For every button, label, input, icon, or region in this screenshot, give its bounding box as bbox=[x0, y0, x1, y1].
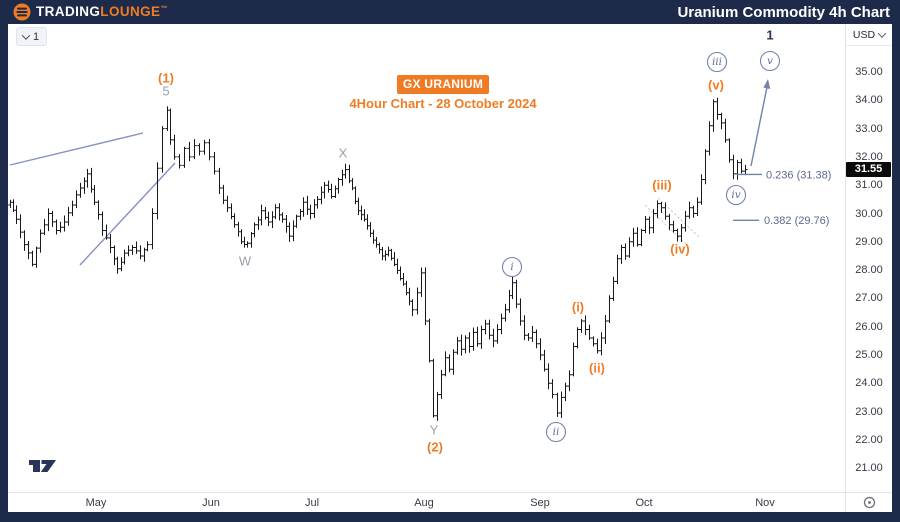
currency-selector[interactable]: USD bbox=[846, 24, 892, 46]
mini-channel-line[interactable] bbox=[644, 204, 689, 247]
price-tick-label: 30.00 bbox=[855, 207, 883, 220]
ohlc-price-bars bbox=[8, 97, 748, 421]
time-tick-label: May bbox=[85, 496, 107, 509]
tradingview-logo[interactable] bbox=[28, 456, 58, 477]
circled-wave-marker[interactable] bbox=[545, 421, 567, 443]
last-price-badge: 31.55 bbox=[846, 162, 891, 178]
wave-label[interactable]: X bbox=[339, 145, 348, 160]
mini-channel-line[interactable] bbox=[657, 197, 701, 239]
fib-level-label[interactable]: 0.382 (29.76) bbox=[764, 215, 829, 227]
time-tick-label: Sep bbox=[530, 496, 550, 509]
wave-label[interactable]: 5 bbox=[162, 83, 169, 98]
chevron-down-icon bbox=[21, 30, 31, 40]
wave-label[interactable]: (i) bbox=[572, 299, 584, 314]
price-tick-label: 25.00 bbox=[855, 349, 883, 361]
time-tick-label: Oct bbox=[635, 496, 653, 509]
time-tick-label: Jul bbox=[304, 496, 320, 509]
wave-label[interactable]: (ii) bbox=[589, 360, 605, 375]
price-tick-label: 32.00 bbox=[855, 150, 883, 163]
wave-label[interactable]: iii bbox=[712, 56, 722, 68]
price-tick-label: 22.00 bbox=[855, 433, 883, 446]
chart-panel: 0.236 (31.38) 0.382 (29.76) (1) (2) (i) (ii) (… bbox=[8, 24, 892, 512]
interval-label: 1 bbox=[33, 30, 40, 43]
chevron-down-icon bbox=[877, 28, 887, 38]
page-title: Uranium Commodity 4h Chart bbox=[677, 3, 890, 21]
wave-label[interactable]: (1) bbox=[158, 70, 174, 85]
price-tick-label: 24.00 bbox=[855, 377, 883, 390]
wave-label[interactable]: (v) bbox=[708, 77, 724, 92]
circled-wave-marker[interactable] bbox=[501, 256, 523, 278]
axis-settings-button[interactable] bbox=[845, 492, 892, 512]
settings-icon bbox=[863, 496, 875, 509]
circled-wave-marker[interactable] bbox=[725, 184, 747, 206]
circled-wave-marker[interactable] bbox=[759, 50, 781, 72]
price-tick-label: 27.00 bbox=[855, 292, 883, 305]
wave-label[interactable]: ii bbox=[553, 426, 560, 438]
fib-level-label[interactable]: 0.236 (31.38) bbox=[766, 169, 831, 181]
wave-label[interactable]: (2) bbox=[427, 439, 443, 454]
wave-label[interactable]: (iii) bbox=[652, 177, 672, 192]
brand-wordmark: TRADINGLOUNGE™ bbox=[36, 4, 168, 20]
interval-selector-button[interactable]: 1 bbox=[16, 27, 48, 46]
wave-label[interactable]: Y bbox=[430, 422, 439, 437]
wave-label[interactable]: i bbox=[510, 261, 513, 273]
projection-arrow[interactable] bbox=[750, 86, 768, 167]
trendline[interactable] bbox=[79, 162, 176, 266]
tradinglounge-brand[interactable]: TRADINGLOUNGE™ bbox=[13, 3, 168, 21]
price-tick-label: 23.00 bbox=[855, 405, 883, 418]
top-header: TRADINGLOUNGE™ Uranium Commodity 4h Char… bbox=[0, 0, 900, 24]
price-tick-label: 26.00 bbox=[855, 320, 883, 333]
chart-plot-area[interactable]: 0.236 (31.38) 0.382 (29.76) (1) (2) (i) (ii) (… bbox=[8, 24, 845, 492]
time-tick-label: Jun bbox=[202, 496, 220, 509]
trendline[interactable] bbox=[9, 132, 144, 166]
price-tick-label: 28.00 bbox=[855, 264, 883, 277]
time-tick-label: Aug bbox=[414, 496, 434, 509]
price-tick-label: 33.00 bbox=[855, 122, 883, 135]
tradinglounge-logo-icon bbox=[13, 3, 31, 21]
price-tick-label: 31.00 bbox=[855, 179, 883, 192]
currency-label: USD bbox=[852, 28, 876, 41]
price-tick-label: 29.00 bbox=[855, 235, 883, 248]
price-tick-label: 21.00 bbox=[855, 462, 883, 475]
wave-label[interactable]: (iv) bbox=[670, 241, 690, 256]
wave-label[interactable]: iv bbox=[731, 189, 740, 201]
price-chart-canvas[interactable]: 0.236 (31.38) 0.382 (29.76) (1) (2) (i) (ii) (… bbox=[8, 24, 845, 492]
projection-arrow-head bbox=[763, 79, 771, 89]
price-tick-label: 35.00 bbox=[855, 66, 883, 78]
wave-label[interactable]: v bbox=[767, 55, 773, 67]
time-axis[interactable]: May Jun Jul Aug Sep Oct Nov bbox=[8, 492, 845, 512]
price-axis[interactable]: USD 31.55 35.00 34.00 33.00 32.00 31.00 30.00… bbox=[845, 24, 892, 492]
circled-wave-marker[interactable] bbox=[706, 51, 728, 73]
time-tick-label: Nov bbox=[755, 496, 775, 509]
price-tick-label: 34.00 bbox=[855, 94, 883, 107]
wave-label[interactable]: 1 bbox=[766, 27, 773, 42]
wave-label[interactable]: W bbox=[239, 253, 252, 268]
